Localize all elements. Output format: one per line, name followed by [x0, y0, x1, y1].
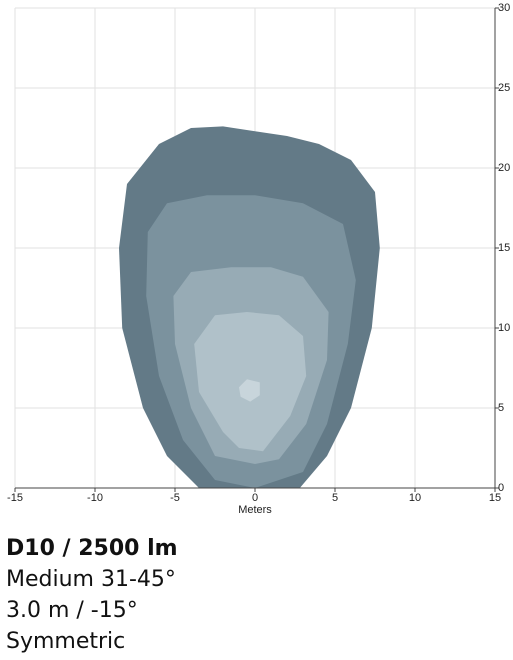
x-tick-label: -10: [87, 492, 103, 504]
chart-title: D10 / 2500 lm: [6, 536, 178, 561]
y-tick-label: 25: [498, 82, 510, 94]
x-tick-label: 0: [252, 492, 258, 504]
info: D10 / 2500 lm Medium 31-45° 3.0 m / -15°…: [6, 533, 178, 657]
x-tick-label: 10: [409, 492, 421, 504]
x-tick-label: 5: [332, 492, 338, 504]
x-tick-label: -5: [170, 492, 180, 504]
y-tick-label: 30: [498, 2, 510, 14]
annotation: Medium 31-45°: [6, 567, 176, 592]
x-axis-label: Meters: [238, 504, 272, 516]
y-tick-label: 10: [498, 322, 510, 334]
x-tick-label: -15: [7, 492, 23, 504]
y-tick-label: 5: [498, 402, 504, 414]
annotation: 3.0 m / -15°: [6, 598, 138, 623]
y-tick-label: 0: [498, 482, 504, 494]
x-tick-label: 15: [489, 492, 501, 504]
y-tick-label: 15: [498, 242, 510, 254]
y-tick-label: 20: [498, 162, 510, 174]
annotation: Symmetric: [6, 629, 126, 654]
contour: [239, 379, 260, 402]
